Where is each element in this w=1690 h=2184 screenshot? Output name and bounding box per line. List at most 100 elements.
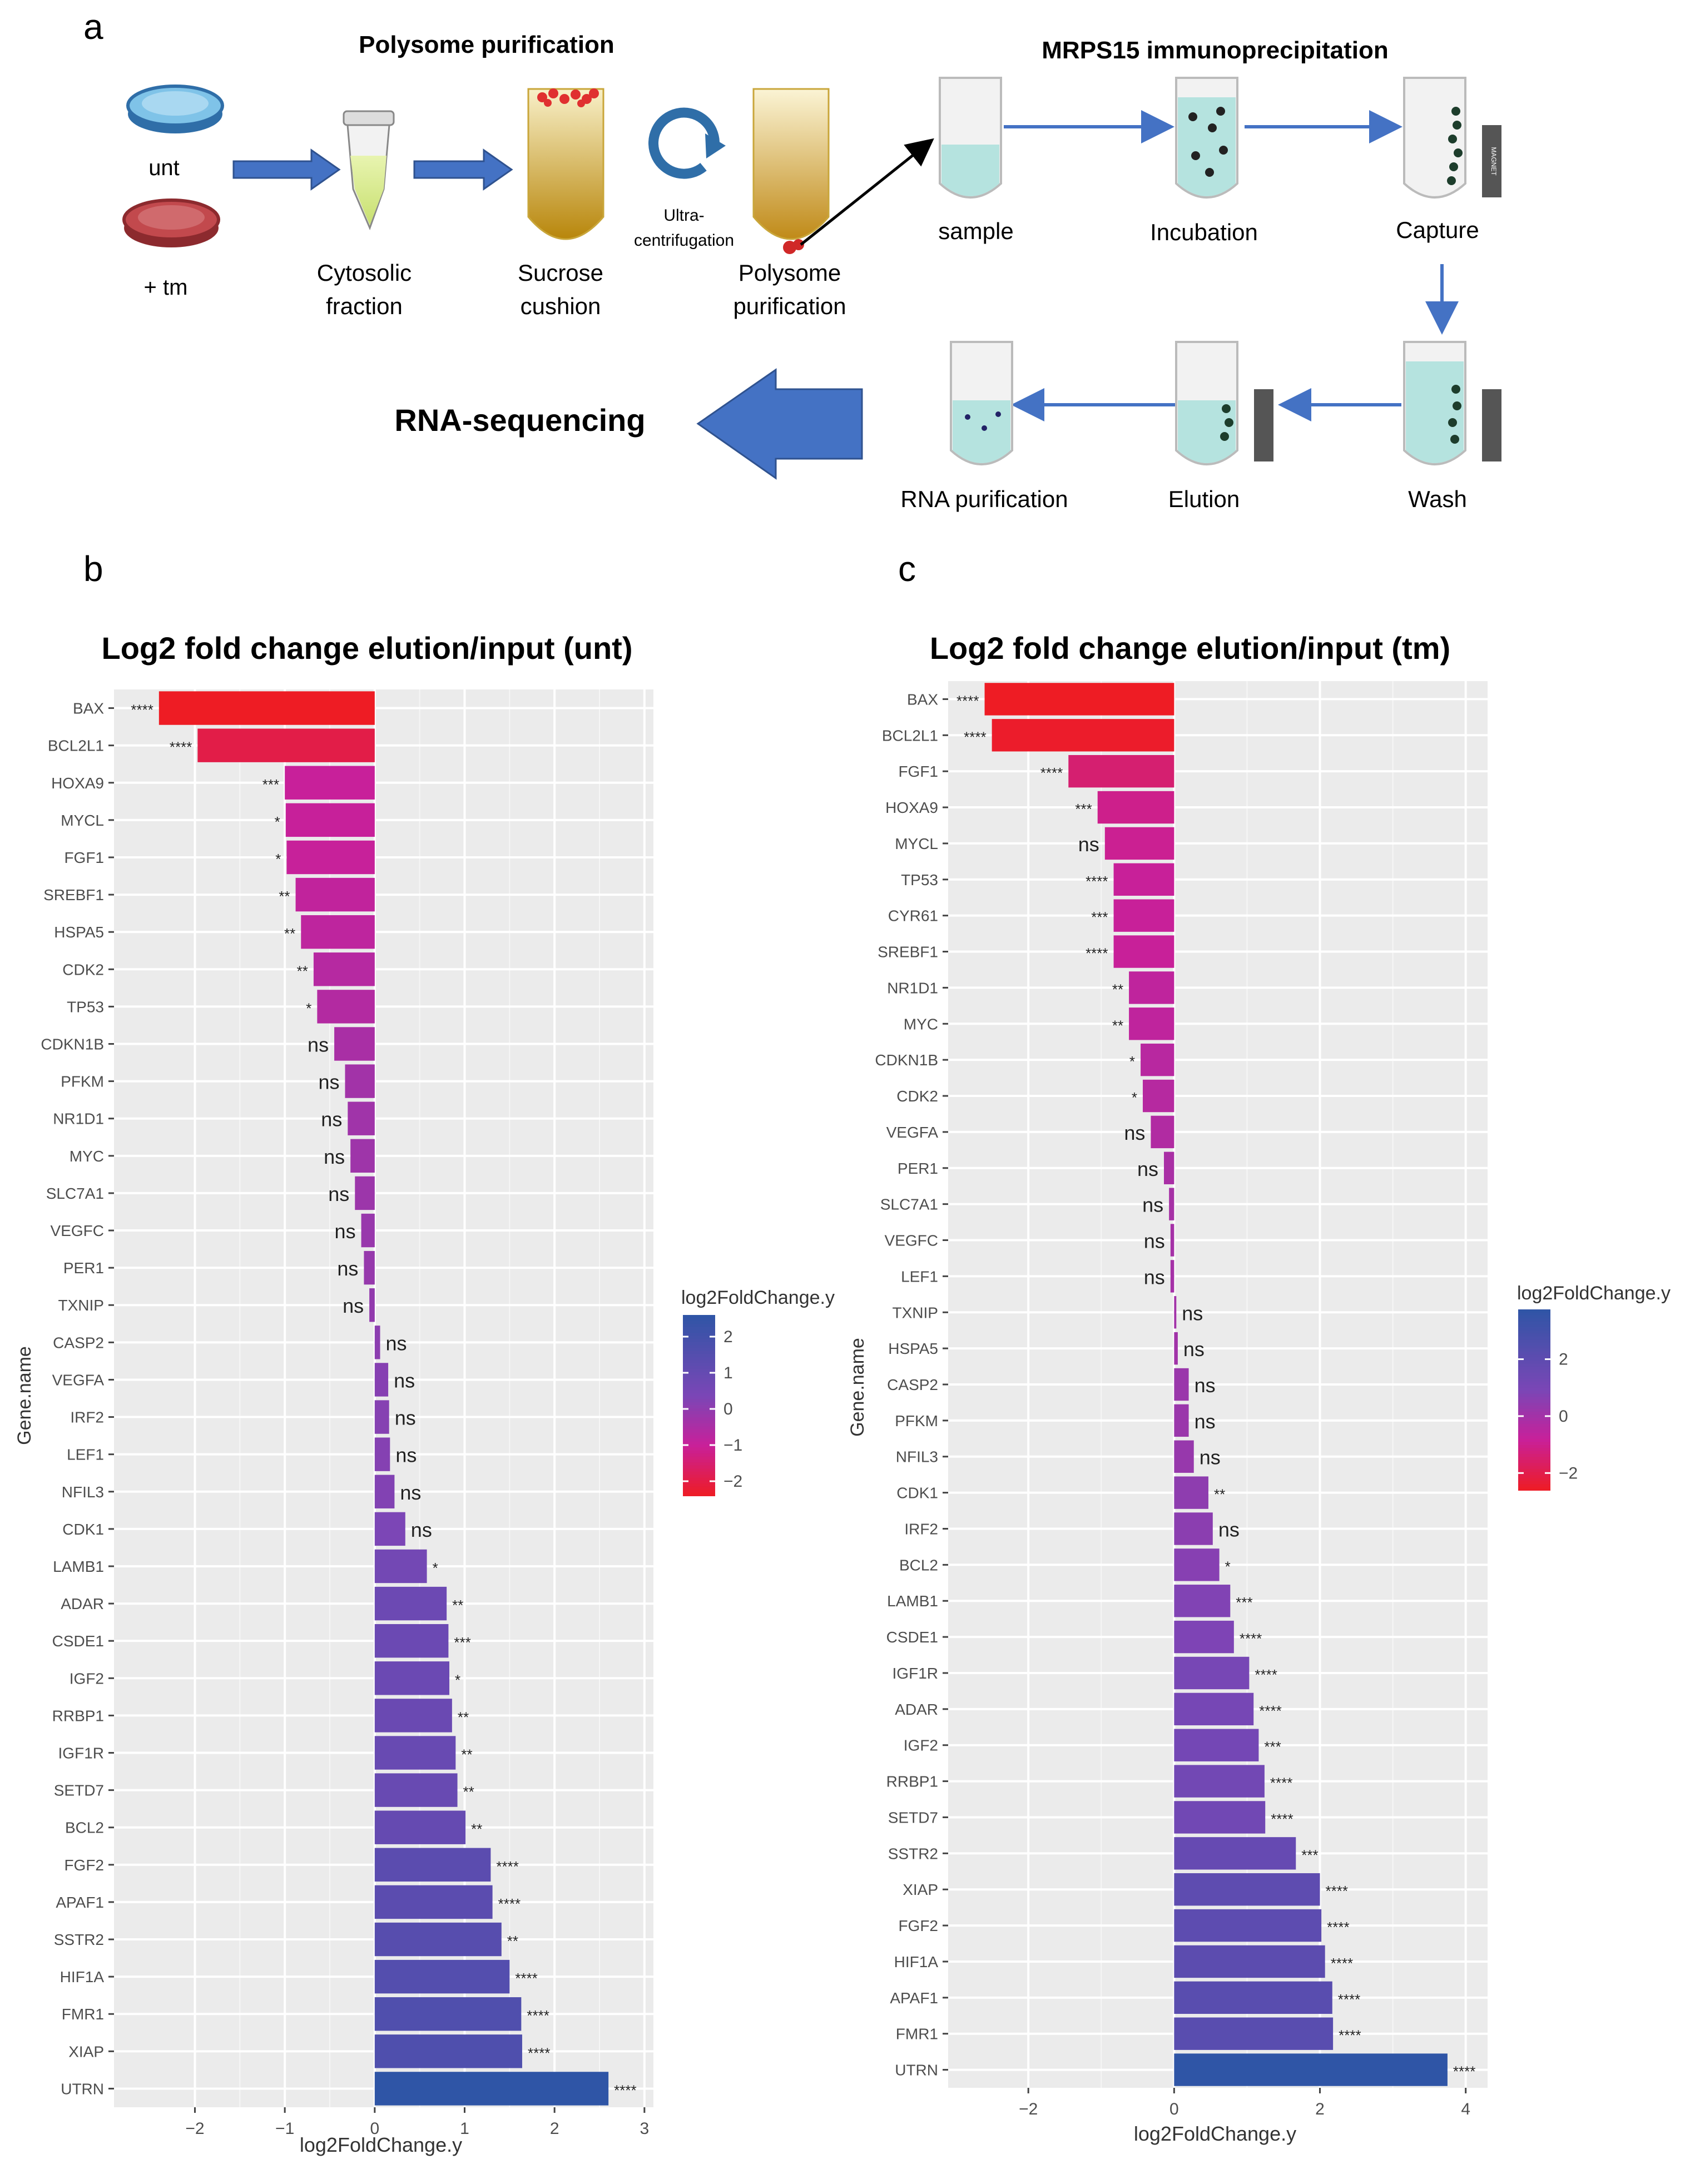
- gene-label: HIF1A: [60, 1968, 105, 1986]
- significance-label: ****: [1339, 2027, 1361, 2044]
- significance-label: **: [461, 1746, 472, 1763]
- significance-label: ns: [1195, 1374, 1216, 1397]
- mrps15-ip-title: MRPS15 immunoprecipitation: [1042, 37, 1388, 64]
- bar: [1174, 1404, 1189, 1437]
- legend-tick-label: 0: [723, 1400, 733, 1418]
- significance-label: ns: [400, 1481, 421, 1504]
- significance-label: ****: [1338, 1991, 1360, 2008]
- legend-tick-label: 2: [723, 1328, 733, 1346]
- legend-color-step: [1518, 1318, 1550, 1322]
- significance-label: *: [1132, 1089, 1137, 1106]
- centrifugation-cycle-icon: [648, 107, 726, 179]
- gene-label: PFKM: [895, 1412, 938, 1429]
- bar: [364, 1250, 375, 1285]
- bar: [295, 877, 375, 912]
- dish-unt-icon: [126, 85, 224, 133]
- bar: [1174, 2017, 1334, 2050]
- sucrose-tube-icon: [527, 88, 604, 240]
- legend-color-step: [1518, 1354, 1550, 1358]
- panel-c-label: c: [898, 549, 916, 589]
- legend-color-step: [683, 1432, 715, 1436]
- panel-a-label: a: [83, 7, 103, 47]
- significance-label: ns: [411, 1518, 432, 1541]
- bar: [1174, 1656, 1250, 1690]
- gene-label: LAMB1: [53, 1558, 104, 1575]
- chart-b-title: Log2 fold change elution/input (unt): [102, 631, 633, 666]
- gene-label: TXNIP: [893, 1304, 938, 1321]
- gene-label: BAX: [73, 700, 104, 717]
- gene-label: IRF2: [904, 1520, 938, 1537]
- legend-color-step: [1518, 1393, 1550, 1398]
- gene-label: NFIL3: [62, 1483, 104, 1501]
- gene-label: RRBP1: [886, 1773, 938, 1790]
- significance-label: *: [433, 1560, 438, 1576]
- legend-color-step: [683, 1384, 715, 1388]
- elution-tube-icon: [1175, 341, 1273, 465]
- significance-label: ****: [964, 728, 986, 745]
- significance-label: ****: [1331, 1955, 1353, 1972]
- x-tick-label: 0: [1169, 2100, 1179, 2118]
- gene-label: CDK2: [62, 961, 104, 978]
- significance-label: ****: [170, 739, 192, 756]
- legend-color-step: [1518, 1399, 1550, 1403]
- significance-label: **: [1214, 1486, 1225, 1503]
- x-tick-label: −1: [275, 2120, 294, 2138]
- legend-color-step: [683, 1357, 715, 1361]
- legend-color-step: [683, 1381, 715, 1385]
- gene-label: IRF2: [70, 1409, 104, 1426]
- legend-color-step: [1518, 1351, 1550, 1356]
- significance-label: ns: [1218, 1518, 1240, 1541]
- legend-color-step: [683, 1462, 715, 1466]
- legend-color-step: [683, 1354, 715, 1358]
- significance-label: ****: [1326, 1883, 1348, 1899]
- legend-color-step: [1518, 1451, 1550, 1455]
- legend-color-step: [683, 1465, 715, 1470]
- legend-color-step: [683, 1453, 715, 1457]
- legend-color-step: [1518, 1315, 1550, 1319]
- legend-color-step: [683, 1402, 715, 1406]
- legend-color-step: [1518, 1336, 1550, 1341]
- significance-label: **: [284, 925, 295, 942]
- gene-label: FGF2: [898, 1917, 938, 1934]
- bar: [1174, 1512, 1213, 1545]
- gene-label: BCL2: [65, 1819, 104, 1836]
- bar: [374, 2072, 609, 2106]
- gene-label: CDKN1B: [875, 1051, 938, 1069]
- bar: [1170, 1260, 1174, 1293]
- gene-label: HOXA9: [51, 775, 104, 792]
- bar: [1174, 1585, 1231, 1617]
- capture-tube-icon: MAGNET: [1403, 77, 1501, 198]
- legend-color-step: [683, 1321, 715, 1325]
- bar: [1164, 1151, 1174, 1184]
- legend-color-step: [1518, 1366, 1550, 1371]
- legend-color-step: [1518, 1472, 1550, 1476]
- bar: [1174, 1945, 1325, 1978]
- legend-color-step: [1518, 1454, 1550, 1458]
- gene-label: VEGFA: [886, 1124, 939, 1141]
- legend-color-step: [683, 1460, 715, 1463]
- bar: [1129, 1007, 1174, 1040]
- cytosolic-label-2: fraction: [326, 293, 403, 319]
- significance-label: *: [1225, 1558, 1231, 1575]
- rna-seq-big-arrow-icon: [696, 368, 863, 480]
- significance-label: ****: [1271, 1810, 1293, 1827]
- significance-label: *: [275, 813, 280, 830]
- significance-label: ns: [395, 1407, 416, 1429]
- legend-color-step: [1518, 1478, 1550, 1482]
- significance-label: ****: [496, 1858, 518, 1875]
- legend-color-step: [683, 1387, 715, 1391]
- significance-label: ****: [515, 1970, 537, 1987]
- legend-color-step: [1518, 1333, 1550, 1337]
- bar: [1151, 1115, 1174, 1149]
- bar: [1174, 1620, 1234, 1654]
- legend-color-step: [1518, 1487, 1550, 1491]
- significance-label: ****: [1255, 1666, 1277, 1683]
- significance-label: ****: [614, 2082, 636, 2098]
- legend-color-step: [683, 1450, 715, 1455]
- gene-label: RRBP1: [52, 1707, 104, 1724]
- bar: [984, 683, 1174, 716]
- gene-label: BCL2L1: [882, 727, 938, 744]
- gene-label: MYC: [70, 1148, 104, 1165]
- wash-tube-icon: [1403, 341, 1501, 465]
- gene-label: PER1: [63, 1259, 104, 1277]
